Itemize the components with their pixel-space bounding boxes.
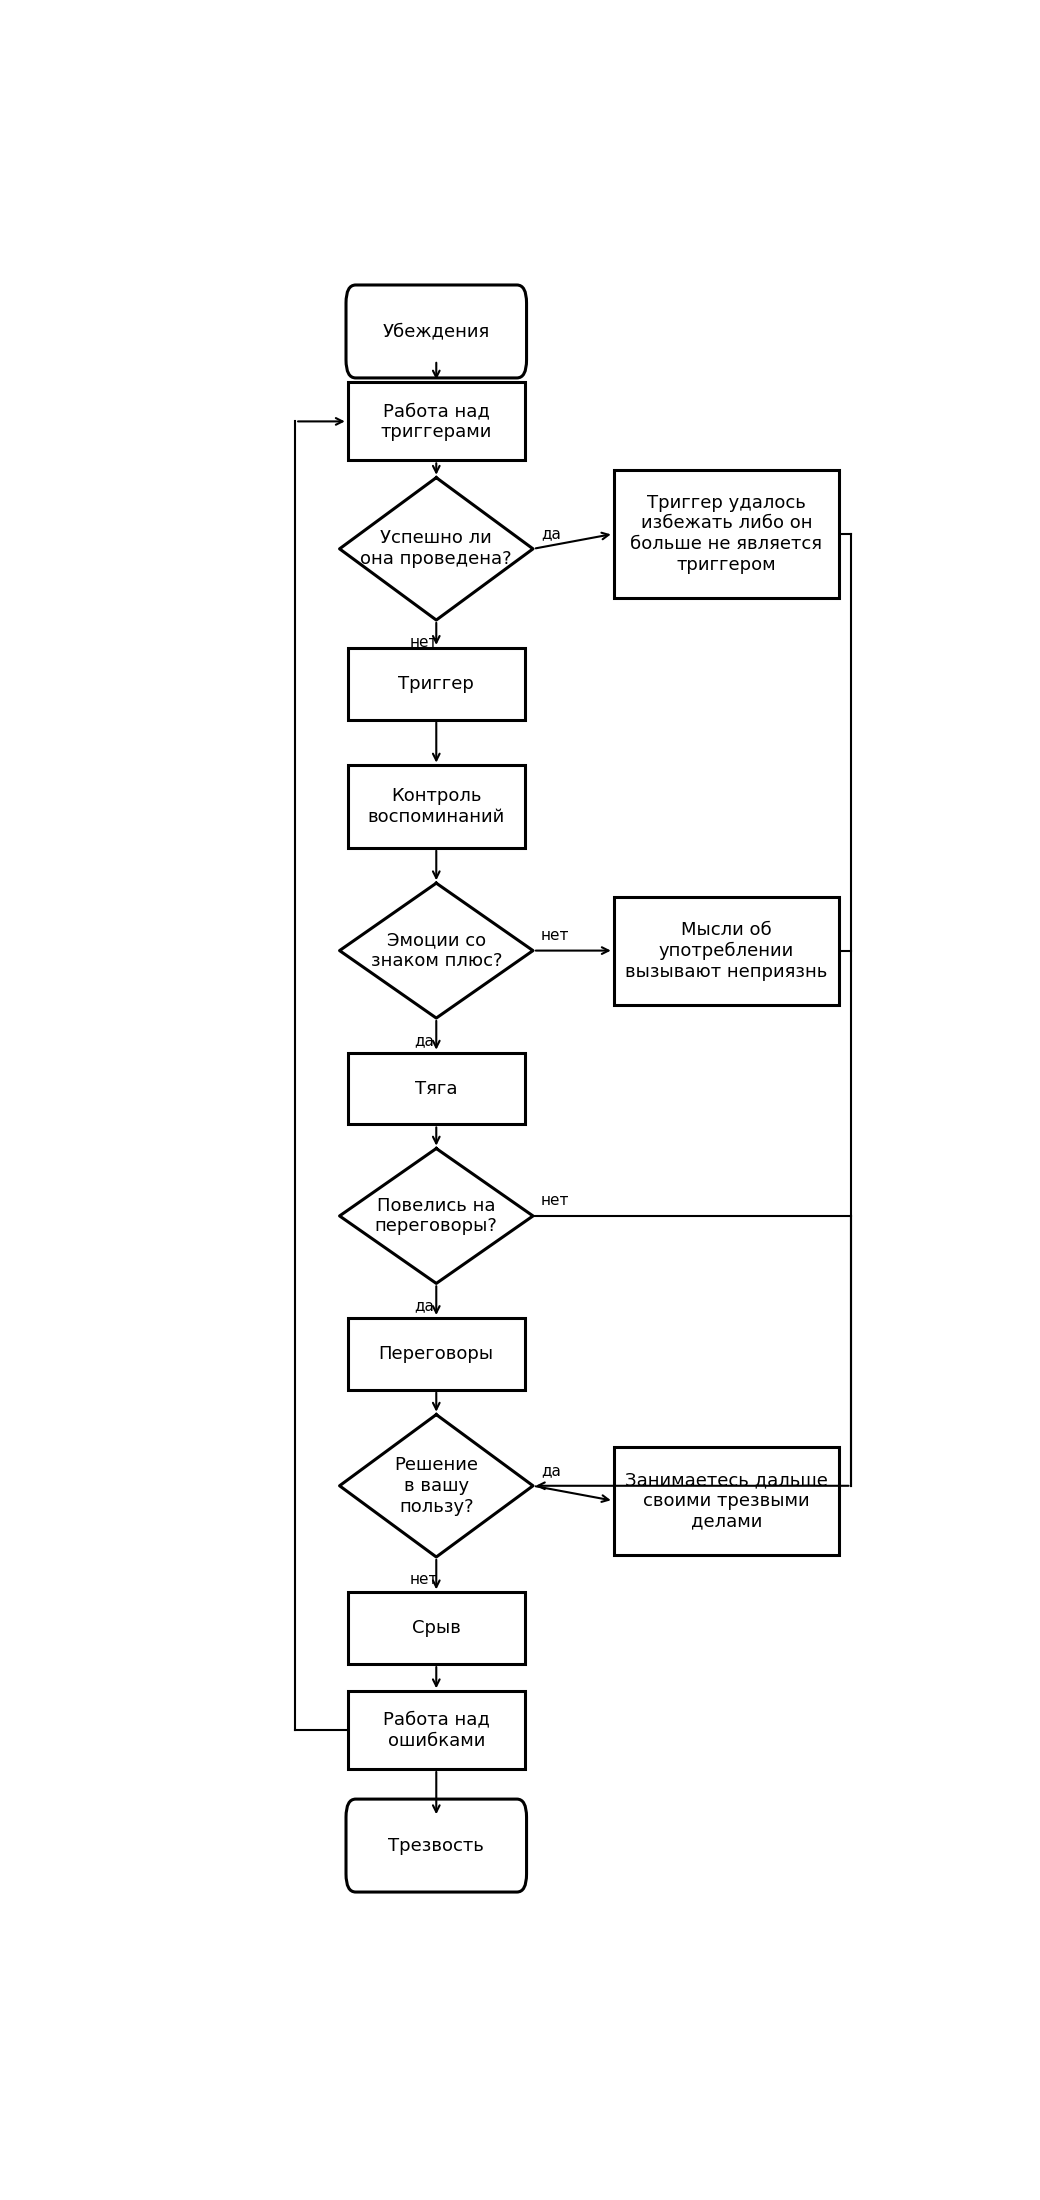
Text: Переговоры: Переговоры	[379, 1344, 494, 1362]
Text: Убеждения: Убеждения	[383, 323, 490, 341]
Polygon shape	[339, 477, 534, 620]
Text: да: да	[414, 1298, 434, 1313]
Bar	[347, 1593, 525, 1663]
Text: Эмоции со
знаком плюс?: Эмоции со знаком плюс?	[370, 931, 502, 970]
Text: нет: нет	[541, 1192, 570, 1208]
Text: Занимаетесь дальше
своими трезвыми
делами: Занимаетесь дальше своими трезвыми делам…	[625, 1472, 828, 1531]
Text: да: да	[414, 1034, 434, 1047]
Bar	[347, 1692, 525, 1769]
Bar	[347, 647, 525, 719]
Text: Повелись на
переговоры?: Повелись на переговоры?	[374, 1197, 498, 1236]
Text: нет: нет	[541, 928, 570, 944]
Text: Тяга: Тяга	[415, 1080, 458, 1098]
Text: Триггер удалось
избежать либо он
больше не является
триггером: Триггер удалось избежать либо он больше …	[630, 493, 823, 574]
Text: нет: нет	[410, 636, 439, 649]
Text: да: да	[541, 526, 561, 541]
Text: Контроль
воспоминаний: Контроль воспоминаний	[368, 788, 504, 825]
Text: Работа над
ошибками: Работа над ошибками	[383, 1712, 490, 1749]
Text: Трезвость: Трезвость	[388, 1837, 485, 1855]
Bar	[614, 471, 839, 598]
Text: Срыв: Срыв	[412, 1619, 461, 1637]
Text: Решение
в вашу
пользу?: Решение в вашу пользу?	[394, 1456, 478, 1516]
Bar	[347, 1318, 525, 1390]
Bar	[614, 1448, 839, 1555]
Text: нет: нет	[410, 1573, 439, 1586]
Text: Мысли об
употреблении
вызывают неприязнь: Мысли об употреблении вызывают неприязнь	[625, 920, 828, 981]
Polygon shape	[339, 882, 534, 1019]
FancyBboxPatch shape	[346, 286, 526, 378]
Bar	[347, 383, 525, 460]
Text: Успешно ли
она проведена?: Успешно ли она проведена?	[361, 530, 512, 568]
Bar	[347, 1052, 525, 1124]
Polygon shape	[339, 1148, 534, 1283]
FancyBboxPatch shape	[346, 1800, 526, 1892]
Text: да: да	[541, 1463, 561, 1478]
Text: Работа над
триггерами: Работа над триггерами	[381, 403, 492, 440]
Text: Триггер: Триггер	[398, 675, 474, 693]
Bar	[614, 898, 839, 1005]
Bar	[347, 766, 525, 847]
Polygon shape	[339, 1415, 534, 1558]
